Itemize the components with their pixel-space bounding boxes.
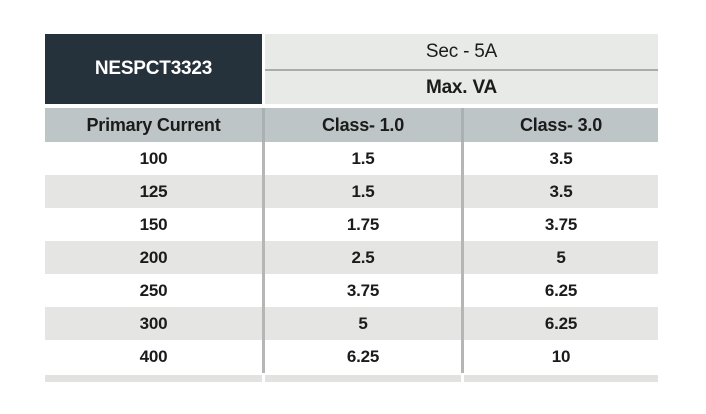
- cell-class-1-va: 1.5: [265, 142, 461, 175]
- spec-table: NESPCT3323 Sec - 5A Max. VA Primary Curr…: [45, 34, 658, 382]
- secondary-rating-header: Sec - 5A: [265, 34, 658, 69]
- divider: [262, 175, 265, 208]
- column-header-class-3: Class- 3.0: [464, 108, 658, 142]
- cell-primary-current: 200: [45, 241, 262, 274]
- cell-class-3-va: 3.5: [464, 175, 658, 208]
- table-bottom-strip: [265, 375, 461, 382]
- cell-class-3-va: 3.75: [464, 208, 658, 241]
- table-bottom-strip: [464, 375, 658, 382]
- divider: [461, 175, 464, 208]
- divider: [262, 208, 265, 241]
- cell-class-1-va: 2.5: [265, 241, 461, 274]
- cell-primary-current: 125: [45, 175, 262, 208]
- divider: [461, 307, 464, 340]
- cell-primary-current: 100: [45, 142, 262, 175]
- divider: [262, 142, 265, 175]
- divider: [265, 69, 658, 71]
- divider: [461, 274, 464, 307]
- divider: [461, 375, 464, 382]
- cell-class-3-va: 3.5: [464, 142, 658, 175]
- cell-class-3-va: 6.25: [464, 307, 658, 340]
- divider: [461, 241, 464, 274]
- column-header-primary-current: Primary Current: [45, 108, 262, 142]
- cell-primary-current: 300: [45, 307, 262, 340]
- divider: [262, 241, 265, 274]
- cell-class-1-va: 6.25: [265, 340, 461, 373]
- cell-class-1-va: 1.75: [265, 208, 461, 241]
- divider: [461, 208, 464, 241]
- cell-class-3-va: 10: [464, 340, 658, 373]
- cell-class-3-va: 5: [464, 241, 658, 274]
- divider: [461, 108, 464, 142]
- divider: [45, 373, 658, 375]
- max-va-header: Max. VA: [265, 71, 658, 104]
- cell-class-1-va: 5: [265, 307, 461, 340]
- column-header-class-1: Class- 1.0: [265, 108, 461, 142]
- divider: [461, 340, 464, 373]
- divider: [262, 375, 265, 382]
- divider: [262, 307, 265, 340]
- divider: [262, 34, 265, 104]
- divider: [262, 274, 265, 307]
- divider: [262, 340, 265, 373]
- cell-class-1-va: 3.75: [265, 274, 461, 307]
- cell-primary-current: 250: [45, 274, 262, 307]
- divider: [262, 108, 265, 142]
- cell-class-3-va: 6.25: [464, 274, 658, 307]
- divider: [45, 104, 658, 108]
- table-bottom-strip: [45, 375, 262, 382]
- model-number-cell: NESPCT3323: [45, 34, 262, 104]
- divider: [461, 142, 464, 175]
- cell-primary-current: 150: [45, 208, 262, 241]
- cell-class-1-va: 1.5: [265, 175, 461, 208]
- cell-primary-current: 400: [45, 340, 262, 373]
